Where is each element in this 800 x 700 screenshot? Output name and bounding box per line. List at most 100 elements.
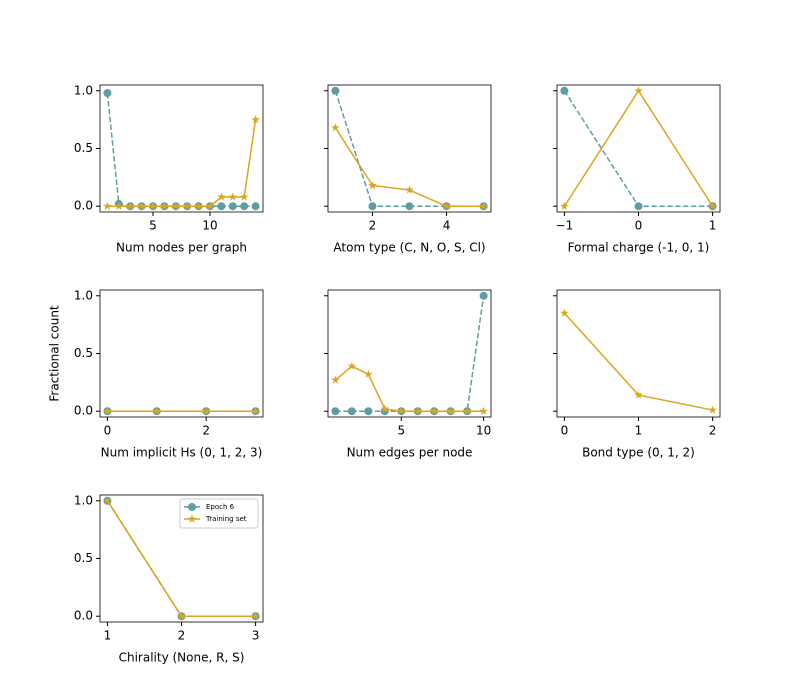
data-point xyxy=(182,201,192,210)
data-point xyxy=(708,201,717,210)
x-axis-label: Bond type (0, 1, 2) xyxy=(582,446,695,460)
series-line xyxy=(107,119,257,207)
x-axis-label: Atom type (C, N, O, S, Cl) xyxy=(333,241,485,255)
subplot: 1 2 3 0.0 0.5 1.0 Chirality (None, R, S) Epoch … xyxy=(74,493,264,665)
axes-frame xyxy=(556,289,721,418)
data-point xyxy=(560,201,569,210)
x-tick-label: −1 xyxy=(556,219,574,233)
x-tick-label: 5 xyxy=(149,219,157,233)
data-point xyxy=(446,406,455,415)
data-point xyxy=(148,201,158,210)
data-point xyxy=(160,201,169,210)
subplot: 0 1 2 Bond type (0, 1, 2) xyxy=(553,289,721,460)
data-point xyxy=(114,201,124,210)
data-point xyxy=(462,406,472,415)
data-point xyxy=(177,611,186,620)
data-point xyxy=(405,185,414,194)
axes-frame xyxy=(99,84,264,213)
data-point xyxy=(396,406,406,415)
data-point xyxy=(137,201,146,210)
axes-frame xyxy=(99,494,264,623)
x-tick-label: 2 xyxy=(709,424,717,438)
data-point xyxy=(560,308,569,317)
subplot: 5 10 0.0 0.5 1.0 Num nodes per graph xyxy=(74,83,264,255)
data-point xyxy=(217,202,226,211)
y-tick-label: 1.0 xyxy=(74,288,93,302)
y-tick-label: 0.0 xyxy=(74,609,93,623)
x-tick-label: 10 xyxy=(476,424,491,438)
data-point xyxy=(152,406,162,415)
series-line xyxy=(334,127,484,207)
data-point xyxy=(364,369,373,378)
x-tick-label: 0 xyxy=(561,424,569,438)
data-point xyxy=(479,201,488,210)
data-point xyxy=(251,406,260,415)
data-point xyxy=(429,406,439,415)
x-tick-label: 1 xyxy=(104,629,112,643)
data-point xyxy=(413,406,423,415)
data-point xyxy=(331,375,340,384)
data-point xyxy=(479,406,488,415)
data-point xyxy=(251,115,260,124)
y-tick-label: 0.0 xyxy=(74,404,93,418)
data-point xyxy=(380,404,390,413)
subplot: 0 2 0.0 0.5 1.0 Num implicit Hs (0, 1, 2, 3) F… xyxy=(48,288,264,460)
data-point xyxy=(634,86,643,95)
data-point xyxy=(368,202,377,211)
x-tick-label: 1 xyxy=(709,219,717,233)
data-point xyxy=(708,405,717,414)
x-axis-label: Num edges per node xyxy=(347,446,473,460)
y-tick-label: 1.0 xyxy=(74,493,93,507)
data-point xyxy=(194,201,203,210)
x-tick-label: 0 xyxy=(104,424,112,438)
data-point xyxy=(560,86,569,95)
data-point xyxy=(171,201,181,210)
data-point xyxy=(331,86,340,95)
data-point xyxy=(228,202,237,211)
data-point xyxy=(331,407,340,416)
y-tick-label: 0.5 xyxy=(74,346,93,360)
x-tick-label: 3 xyxy=(252,629,260,643)
axes-frame xyxy=(327,84,492,213)
data-point xyxy=(125,201,135,210)
axes-frame xyxy=(556,84,721,213)
x-axis-label: Formal charge (-1, 0, 1) xyxy=(568,241,710,255)
data-point xyxy=(228,192,238,201)
data-point xyxy=(103,406,112,415)
axes-frame xyxy=(99,289,264,418)
x-tick-label: 2 xyxy=(202,424,210,438)
data-point xyxy=(331,123,340,132)
legend-label: Training set xyxy=(205,515,247,523)
series-line xyxy=(563,90,713,207)
data-point xyxy=(239,192,249,201)
series-line xyxy=(106,93,256,207)
subplot: 2 4 Atom type (C, N, O, S, Cl) xyxy=(324,84,492,255)
series-line xyxy=(335,295,485,412)
legend-label: Epoch 6 xyxy=(206,503,235,511)
x-axis-label: Num implicit Hs (0, 1, 2, 3) xyxy=(101,446,263,460)
axes-frame xyxy=(327,289,492,418)
x-tick-label: 1 xyxy=(635,424,643,438)
y-tick-label: 1.0 xyxy=(74,83,93,97)
legend-marker xyxy=(188,503,196,511)
subplot: −1 0 1 Formal charge (-1, 0, 1) xyxy=(553,84,721,255)
data-point xyxy=(347,361,357,370)
data-point xyxy=(442,201,451,210)
data-point xyxy=(103,201,112,210)
x-tick-label: 2 xyxy=(369,219,377,233)
x-tick-label: 4 xyxy=(443,219,451,233)
series-line xyxy=(563,89,714,207)
legend-marker xyxy=(187,514,197,523)
data-point xyxy=(634,390,643,399)
x-axis-label: Chirality (None, R, S) xyxy=(119,651,245,665)
data-point xyxy=(368,180,377,190)
x-tick-label: 10 xyxy=(202,219,217,233)
x-axis-label: Num nodes per graph xyxy=(116,241,247,255)
data-point xyxy=(251,611,260,620)
y-tick-label: 0.5 xyxy=(74,551,93,565)
data-point xyxy=(205,201,215,210)
y-tick-label: 0.5 xyxy=(74,141,93,155)
data-point xyxy=(364,407,373,416)
x-tick-label: 0 xyxy=(635,219,643,233)
